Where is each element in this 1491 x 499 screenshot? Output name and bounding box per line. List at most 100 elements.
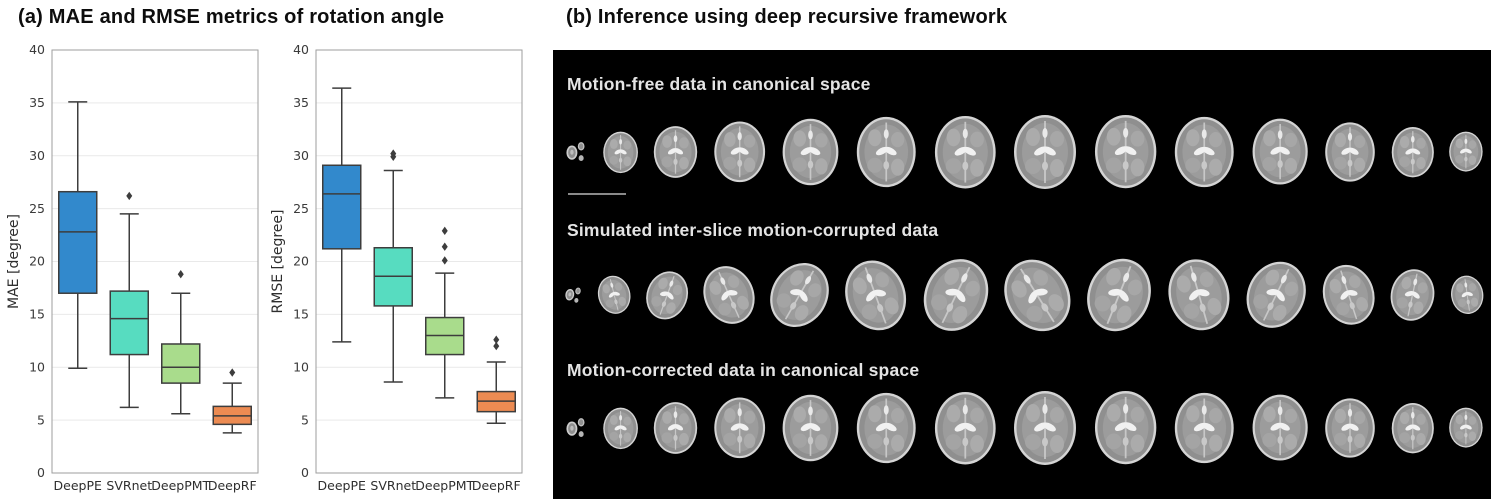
y-tick-label: 40 [29,42,45,57]
brain-slice [783,118,839,186]
brain-slice [1450,275,1483,315]
box-DeepPMT: DeepPMT [151,269,211,493]
rmse-boxplot: 0 5 10 15 20 25 30 35 40 RMSE [degree] DeepPE SVRne… [268,40,528,496]
brain-slice [857,116,917,188]
plot-frame [315,49,523,474]
outlier-marker [390,149,397,158]
brain-slice [783,394,839,462]
box-SVRnet: SVRnet [106,191,152,493]
y-tick-label: 35 [29,95,45,110]
brain-slice [1390,269,1435,321]
brain-slice [714,397,766,459]
brain-slice [565,288,581,304]
outlier-marker [441,242,448,251]
brain-slice [1014,115,1077,189]
panel-a-title: (a) MAE and RMSE metrics of rotation ang… [18,6,445,28]
box-DeepPE: DeepPE [54,101,102,493]
brain-slice [934,115,996,189]
y-tick-label: 15 [29,307,45,322]
brain-slice [1449,408,1483,448]
box-DeepPE: DeepPE [318,87,366,493]
brain-slice [1324,122,1375,182]
y-axis-label: MAE [degree] [6,214,22,309]
y-tick-label: 0 [301,465,309,480]
brain-slice [1086,258,1151,332]
brain-slice [1175,116,1234,188]
brain-slice [703,266,755,324]
brain-slice [1391,126,1434,178]
outlier-marker [229,368,236,377]
panel-b-title: (b) Inference using deep recursive frame… [566,6,1008,28]
brain-slice [714,121,766,183]
brain-slice [923,259,989,331]
x-tick-label: DeepPMT [415,478,474,493]
y-tick-label: 15 [293,307,309,322]
brain-slice [603,131,639,173]
y-tick-label: 30 [29,148,45,163]
brain-slice [1449,132,1483,172]
brain-slice [1095,115,1157,189]
box-DeepPMT: DeepPMT [415,226,475,493]
y-tick-label: 40 [293,42,309,57]
y-tick-label: 30 [293,148,309,163]
x-tick-label: DeepPE [318,478,366,493]
y-tick-label: 5 [301,412,309,427]
brain-slice [1004,259,1071,331]
mri-row-label: Motion-free data in canonical space [567,74,871,94]
mri-montage-panel: Motion-free data in canonical space [553,50,1491,499]
x-tick-label: DeepPE [54,478,102,493]
brain-slice [1175,392,1234,464]
y-tick-label: 25 [293,201,309,216]
mae-boxplot: 0 5 10 15 20 25 30 35 40 MAE [degree] DeepPE SVRnet… [4,40,264,496]
x-tick-label: DeepPMT [151,478,210,493]
brain-slice [934,391,996,465]
mri-row-label: Simulated inter-slice motion-corrupted d… [567,220,939,240]
mri-slice-row [561,243,1485,347]
outlier-marker [493,341,500,351]
brain-slice [1168,259,1230,331]
brain-slice [597,275,631,315]
y-tick-label: 20 [293,254,309,269]
outlier-marker [493,335,500,344]
brain-slice [770,262,830,328]
brain-slice [645,271,688,319]
x-tick-label: SVRnet [106,478,152,493]
outlier-marker [126,191,133,201]
y-tick-label: 0 [37,465,45,480]
brain-slice [566,418,585,438]
brain-slice [1324,398,1375,458]
box-DeepRF: DeepRF [472,335,521,493]
scale-bar [568,193,626,195]
mri-slice-row [561,378,1485,478]
brain-slice [1095,391,1157,465]
brain-slice [1014,391,1077,465]
brain-slice [1246,261,1307,329]
brain-slice [654,126,698,178]
brain-slice [603,407,639,449]
mri-slice-row [561,106,1485,198]
brain-slice [1391,402,1434,454]
x-tick-label: SVRnet [370,478,416,493]
outlier-marker [441,256,448,265]
brain-slice [1252,119,1308,185]
x-tick-label: DeepRF [472,478,521,493]
brain-slice [1322,265,1375,325]
y-tick-label: 10 [29,359,45,374]
brain-slice [857,392,917,464]
mri-row-label: Motion-corrected data in canonical space [567,360,920,380]
brain-slice [566,142,585,162]
x-tick-label: DeepRF [208,478,257,493]
box-SVRnet: SVRnet [370,149,416,493]
y-tick-label: 20 [29,254,45,269]
y-tick-label: 5 [37,412,45,427]
brain-slice [845,260,907,330]
outlier-marker [441,226,448,236]
brain-slice [1252,395,1308,461]
box-DeepRF: DeepRF [208,368,257,493]
y-axis-label: RMSE [degree] [270,210,286,314]
y-tick-label: 25 [29,201,45,216]
y-tick-label: 35 [293,95,309,110]
outlier-marker [177,269,184,279]
brain-slice [654,402,698,454]
